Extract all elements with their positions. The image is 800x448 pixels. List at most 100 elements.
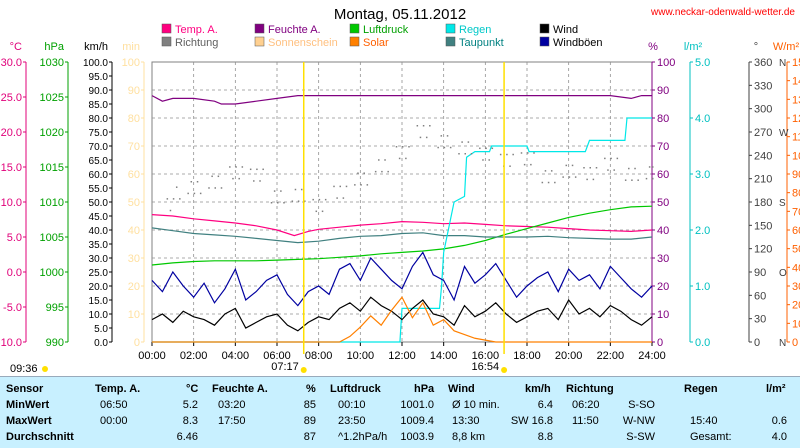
axis-unit-label: l/m² <box>684 41 703 53</box>
axis-tick-label: 0 <box>134 337 140 349</box>
direction-point <box>363 172 365 174</box>
legend-label: Wind <box>553 24 578 36</box>
stats-cell: 13:30 <box>452 415 480 427</box>
axis-tick-label: 90 <box>657 85 669 97</box>
stats-cell: S-SW <box>626 431 655 443</box>
direction-point <box>624 179 627 181</box>
stats-cell: Gesamt: <box>690 431 732 443</box>
direction-point <box>547 181 550 184</box>
direction-point <box>595 167 598 169</box>
legend-label: Sonnenschein <box>268 37 338 49</box>
direction-point <box>509 165 511 167</box>
direction-point <box>506 153 508 156</box>
axis-tick-label: 10 <box>657 309 669 321</box>
time-label: 09:36 <box>10 363 38 375</box>
sunrise-marker <box>300 367 307 373</box>
axis-tick-label: 45.0 <box>89 212 109 223</box>
direction-point <box>429 125 431 127</box>
stats-header-druck: Luftdruck <box>330 383 381 395</box>
stats-cell: 6.4 <box>537 399 553 411</box>
compass-label: N <box>779 58 786 69</box>
direction-point <box>634 167 636 170</box>
direction-point <box>175 186 178 188</box>
stats-cell: 87 <box>303 431 316 443</box>
x-tick-label: 14:00 <box>430 350 458 362</box>
axis-tick-label: -10.0 <box>0 337 22 349</box>
direction-point <box>645 177 648 180</box>
direction-point <box>196 181 199 183</box>
direction-point <box>238 177 240 180</box>
stats-cell: 03:20 <box>218 399 246 411</box>
axis-tick-label: 1025 <box>40 92 64 104</box>
direction-point <box>315 210 318 213</box>
axis-tick-label: 1300 <box>792 94 800 106</box>
axis-tick-label: 95.0 <box>89 72 109 83</box>
direction-point <box>586 178 588 181</box>
axis-tick-label: 400 <box>792 262 800 274</box>
compass-label: O <box>779 268 787 279</box>
direction-point <box>235 166 237 168</box>
sunset-marker <box>501 367 508 373</box>
direction-point <box>387 170 389 173</box>
axis-tick-label: 90.0 <box>89 86 109 97</box>
direction-point <box>345 185 348 188</box>
direction-point <box>366 184 369 186</box>
direction-point <box>443 146 446 149</box>
axis-tick-label: 240 <box>754 150 772 162</box>
direction-point <box>568 176 571 178</box>
direction-point <box>613 169 615 171</box>
direction-point <box>283 202 285 204</box>
axis-tick-label: 40.0 <box>89 226 109 237</box>
axis-tick-label: 1100 <box>792 132 800 144</box>
axis-tick-label: 80.0 <box>89 114 109 125</box>
axis-unit-label: ° <box>754 41 758 53</box>
legend-label: Taupunkt <box>459 37 504 49</box>
axis-tick-label: 20 <box>657 281 669 293</box>
axis-tick-label: 1020 <box>40 127 64 139</box>
axis-tick-label: 990 <box>46 337 64 349</box>
statistics-table: Sensor Temp. A. °C Feuchte A. % Luftdruc… <box>0 376 800 448</box>
direction-point <box>300 188 303 191</box>
legend-swatch <box>539 36 550 47</box>
axis-tick-label: 85.0 <box>89 100 109 111</box>
axis-tick-label: 20 <box>128 281 140 293</box>
stats-cell: 4.0 <box>771 431 787 443</box>
legend-label: Richtung <box>175 37 218 49</box>
direction-point <box>312 198 314 201</box>
series-line-regen <box>152 117 652 343</box>
stats-cell: 06:50 <box>100 399 128 411</box>
direction-point <box>381 170 383 173</box>
stats-header-richtung: Richtung <box>566 383 614 395</box>
axis-tick-label: 1010 <box>40 197 64 209</box>
axis-tick-label: 0 <box>657 337 663 349</box>
axis-tick-label: 995 <box>46 302 64 314</box>
legend-label: Feuchte A. <box>268 24 321 36</box>
axis-tick-label: 800 <box>792 188 800 200</box>
legend-swatch <box>161 36 172 47</box>
direction-point <box>583 167 585 169</box>
direction-point <box>499 153 502 156</box>
site-link[interactable]: www.neckar-odenwald-wetter.de <box>651 7 795 18</box>
axis-tick-label: 330 <box>754 80 772 92</box>
legend-swatch <box>254 23 265 34</box>
stats-cell: 8.3 <box>182 415 198 427</box>
direction-point <box>571 164 574 167</box>
stats-header-druck-unit: hPa <box>414 383 435 395</box>
direction-point <box>550 170 553 172</box>
direction-point <box>520 152 523 154</box>
x-tick-label: 24:00 <box>638 350 666 362</box>
axis-tick-label: 80 <box>128 113 140 125</box>
legend-swatch <box>349 36 360 47</box>
axis-tick-label: 90 <box>128 85 140 97</box>
direction-point <box>416 125 419 127</box>
axis-tick-label: 5.0 <box>695 57 710 69</box>
direction-point <box>277 202 279 204</box>
axis-tick-label: 90 <box>754 267 766 279</box>
axis-tick-label: 0 <box>754 337 760 349</box>
axis-tick-label: 1030 <box>40 57 64 69</box>
stats-row-label: MinWert <box>6 399 50 411</box>
direction-point <box>220 187 223 189</box>
direction-point <box>336 197 338 199</box>
direction-point <box>533 152 535 154</box>
stats-cell: 89 <box>303 415 316 427</box>
